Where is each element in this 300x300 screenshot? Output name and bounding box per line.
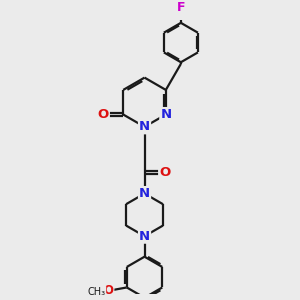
Text: O: O	[159, 166, 170, 179]
Text: N: N	[139, 187, 150, 200]
Text: N: N	[139, 230, 150, 243]
Text: F: F	[177, 1, 185, 14]
Text: O: O	[98, 108, 109, 121]
Text: N: N	[160, 108, 171, 121]
Text: N: N	[139, 120, 150, 133]
Text: CH₃: CH₃	[88, 286, 106, 297]
Text: O: O	[103, 284, 113, 297]
